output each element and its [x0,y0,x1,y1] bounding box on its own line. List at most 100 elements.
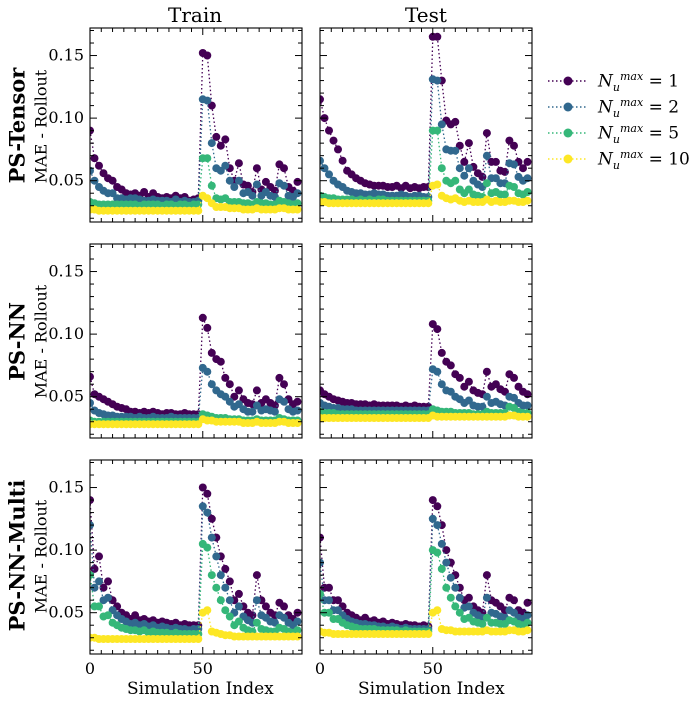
data-point [433,76,442,85]
data-point [293,617,302,626]
data-point [221,135,230,144]
col-title-train: Train [168,3,223,27]
row-title-ps-nn-multi: PS-NN-Multi [4,479,30,632]
data-point [433,325,442,334]
x-tick-label: 50 [193,659,213,678]
data-point [505,136,514,145]
data-point [482,571,491,580]
data-point [207,348,216,357]
data-point [234,176,243,185]
data-point [99,583,108,592]
x-axis-label-train: Simulation Index [127,679,274,699]
data-point [464,593,473,602]
legend-label-3: Numax = 5 [598,122,680,147]
data-point [446,573,455,582]
data-point [252,596,261,605]
data-point [221,373,230,382]
axes-frame [319,459,533,655]
data-point [293,632,302,641]
data-point [90,564,99,573]
data-point [280,164,288,173]
data-point [234,617,243,626]
data-point [510,183,518,191]
y-tick-label: 0.15 [48,262,84,281]
data-point [482,367,491,376]
data-point [104,593,112,602]
panel-ps-nn-test [319,243,533,439]
data-point [523,157,532,166]
data-point [424,630,433,638]
data-point [510,373,518,382]
data-point [523,412,532,421]
data-point [428,514,437,523]
data-point [252,180,261,189]
data-point [451,117,460,126]
data-point [293,199,302,208]
data-point [523,598,532,607]
data-point [212,583,221,592]
data-point [280,397,288,406]
axes-frame [89,243,303,439]
data-point [433,126,442,135]
data-point [437,120,446,129]
data-point [203,508,212,517]
data-point [90,166,94,175]
data-point [95,577,103,586]
data-point [451,602,460,611]
data-point [203,96,212,105]
data-point [95,161,103,170]
data-point [216,596,225,605]
legend-label-4: Numax = 10 [598,148,690,173]
data-point [198,313,207,322]
data-point [252,164,261,173]
data-point [248,191,257,200]
data-point [90,372,94,381]
data-point [455,373,464,382]
data-point [221,564,230,573]
data-point [460,157,469,166]
data-point [455,608,464,617]
data-point [207,139,216,148]
data-point [433,521,442,530]
data-point [108,176,117,185]
data-point [482,179,491,188]
legend-label-2: Numax = 2 [598,96,680,121]
data-point [424,199,433,208]
y-tick-label: 0.10 [48,540,84,559]
row-title-ps-tensor: PS-Tensor [4,67,30,184]
data-point [460,171,469,180]
data-point [464,602,473,611]
data-point [325,126,333,135]
data-point [212,552,221,561]
data-point [194,206,203,215]
data-point [433,180,442,189]
data-point [334,596,342,605]
axes-frame [89,459,303,655]
data-point [500,190,509,199]
data-point [433,606,442,615]
data-point [216,357,225,366]
data-point [225,176,234,185]
data-point [523,626,532,635]
panel-ps-tensor-test [319,27,533,223]
data-point [207,514,216,523]
y-tick-label: 0.05 [48,171,84,190]
data-point [212,132,221,141]
data-point [216,571,225,580]
data-point [90,399,94,407]
data-point [207,380,216,389]
data-point [442,558,451,567]
data-point [334,145,342,154]
data-point [464,377,473,386]
series-line-1 [320,322,528,408]
legend-label-1: Numax = 1 [598,70,680,95]
data-point [198,483,207,492]
data-point [243,181,252,190]
data-point [293,397,302,406]
data-point [194,635,203,643]
data-point [252,571,261,580]
data-point [234,589,243,598]
data-point [510,596,518,605]
data-point [280,602,288,611]
data-point [329,136,338,145]
